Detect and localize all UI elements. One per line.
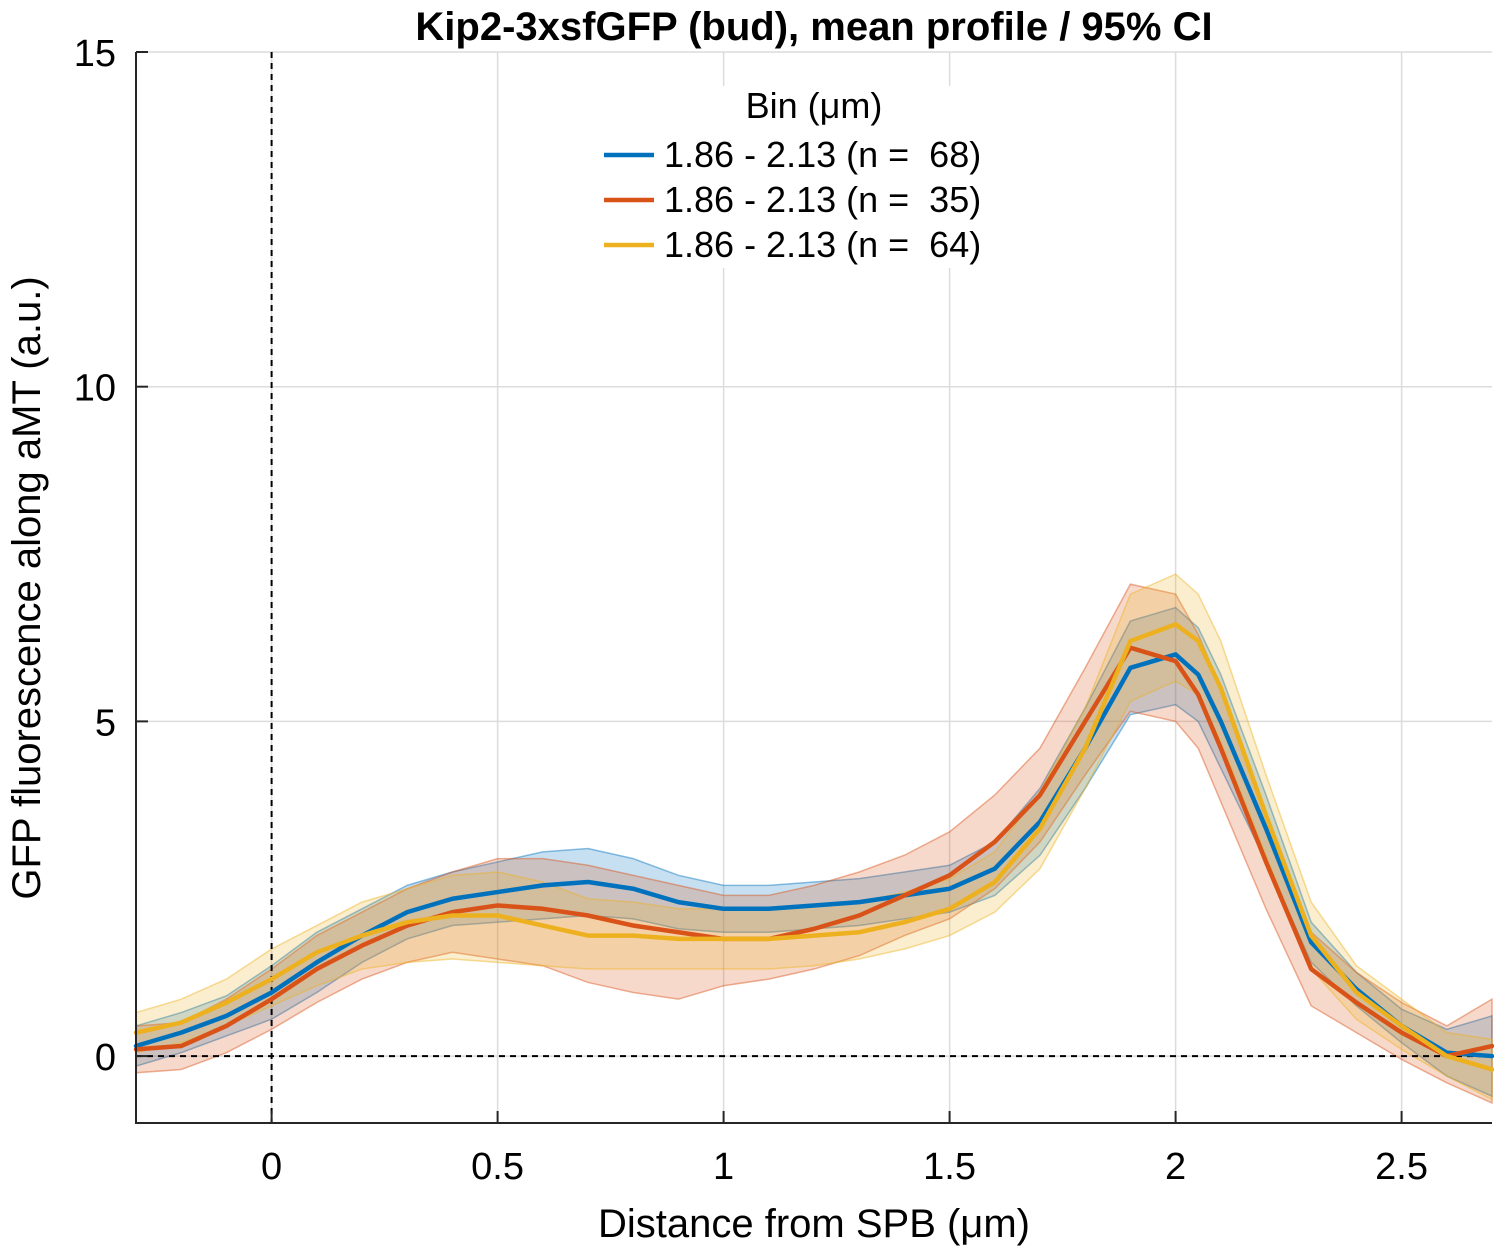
- legend: Bin (μm) 1.86 - 2.13 (n = 68)1.86 - 2.13…: [598, 85, 1034, 268]
- legend-box: [598, 86, 1034, 268]
- x-axis-label: Distance from SPB (μm): [598, 1202, 1030, 1246]
- legend-entry-label: 1.86 - 2.13 (n = 68): [664, 134, 981, 175]
- legend-entry-label: 1.86 - 2.13 (n = 35): [664, 179, 981, 220]
- x-tick-label: 2: [1165, 1146, 1186, 1188]
- x-tick-label: 1.5: [923, 1146, 976, 1188]
- confidence-band: [135, 573, 1493, 1101]
- legend-entry-label: 1.86 - 2.13 (n = 64): [664, 224, 981, 265]
- legend-entries: 1.86 - 2.13 (n = 68)1.86 - 2.13 (n = 35)…: [604, 134, 981, 265]
- axes-frame: [135, 52, 1492, 1124]
- confidence-band: [135, 606, 1493, 1098]
- grid-lines: [136, 51, 1492, 1123]
- y-tick-label: 0: [95, 1037, 116, 1079]
- y-tick-label: 10: [74, 368, 116, 410]
- tick-labels: 0 0.5 1 1.5 2 2.5 0 5 10 15: [74, 33, 1428, 1188]
- x-tick-label: 2.5: [1375, 1146, 1428, 1188]
- x-tick-label: 1: [713, 1146, 734, 1188]
- x-tick-label: 0: [261, 1146, 282, 1188]
- series-line: [133, 622, 1494, 1072]
- tick-marks: [136, 51, 1403, 1123]
- confidence-bands: [135, 573, 1493, 1105]
- y-axis-label: GFP fluorescence along aMT (a.u.): [5, 276, 49, 899]
- legend-title: Bin (μm): [746, 85, 883, 126]
- y-tick-label: 15: [74, 33, 116, 75]
- confidence-band: [135, 583, 1493, 1105]
- x-tick-label: 0.5: [471, 1146, 524, 1188]
- reference-lines: [136, 52, 1492, 1123]
- series-line: [133, 645, 1494, 1059]
- axes: [135, 52, 1492, 1124]
- y-tick-label: 5: [95, 702, 116, 744]
- chart-title: Kip2-3xsfGFP (bud), mean profile / 95% C…: [415, 5, 1212, 49]
- series-lines: [133, 622, 1494, 1072]
